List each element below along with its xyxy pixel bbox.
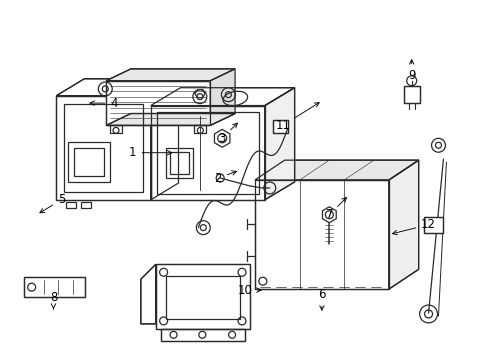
- Polygon shape: [56, 96, 150, 200]
- Polygon shape: [56, 79, 178, 96]
- Text: 3: 3: [218, 123, 237, 145]
- Polygon shape: [106, 81, 210, 125]
- Polygon shape: [106, 113, 235, 125]
- Polygon shape: [210, 69, 235, 125]
- Polygon shape: [141, 264, 155, 324]
- Polygon shape: [150, 79, 178, 200]
- Text: 9: 9: [407, 60, 415, 82]
- Polygon shape: [150, 105, 264, 200]
- Text: 7: 7: [325, 198, 346, 221]
- Text: 6: 6: [318, 288, 325, 310]
- Polygon shape: [254, 160, 418, 180]
- Text: 1: 1: [129, 146, 171, 159]
- Text: 5: 5: [40, 193, 65, 213]
- Text: 10: 10: [237, 284, 261, 297]
- Text: 8: 8: [50, 291, 57, 309]
- Polygon shape: [388, 160, 418, 289]
- Polygon shape: [106, 69, 235, 81]
- Polygon shape: [272, 121, 287, 133]
- Polygon shape: [150, 88, 294, 105]
- Text: 12: 12: [392, 218, 435, 235]
- Polygon shape: [264, 88, 294, 200]
- Text: 2: 2: [214, 171, 236, 185]
- Polygon shape: [24, 277, 85, 297]
- Polygon shape: [403, 86, 419, 103]
- Polygon shape: [254, 180, 388, 289]
- Text: 11: 11: [275, 103, 319, 132]
- Polygon shape: [155, 264, 249, 329]
- Polygon shape: [161, 329, 244, 341]
- Polygon shape: [423, 217, 443, 233]
- Text: 4: 4: [90, 96, 118, 109]
